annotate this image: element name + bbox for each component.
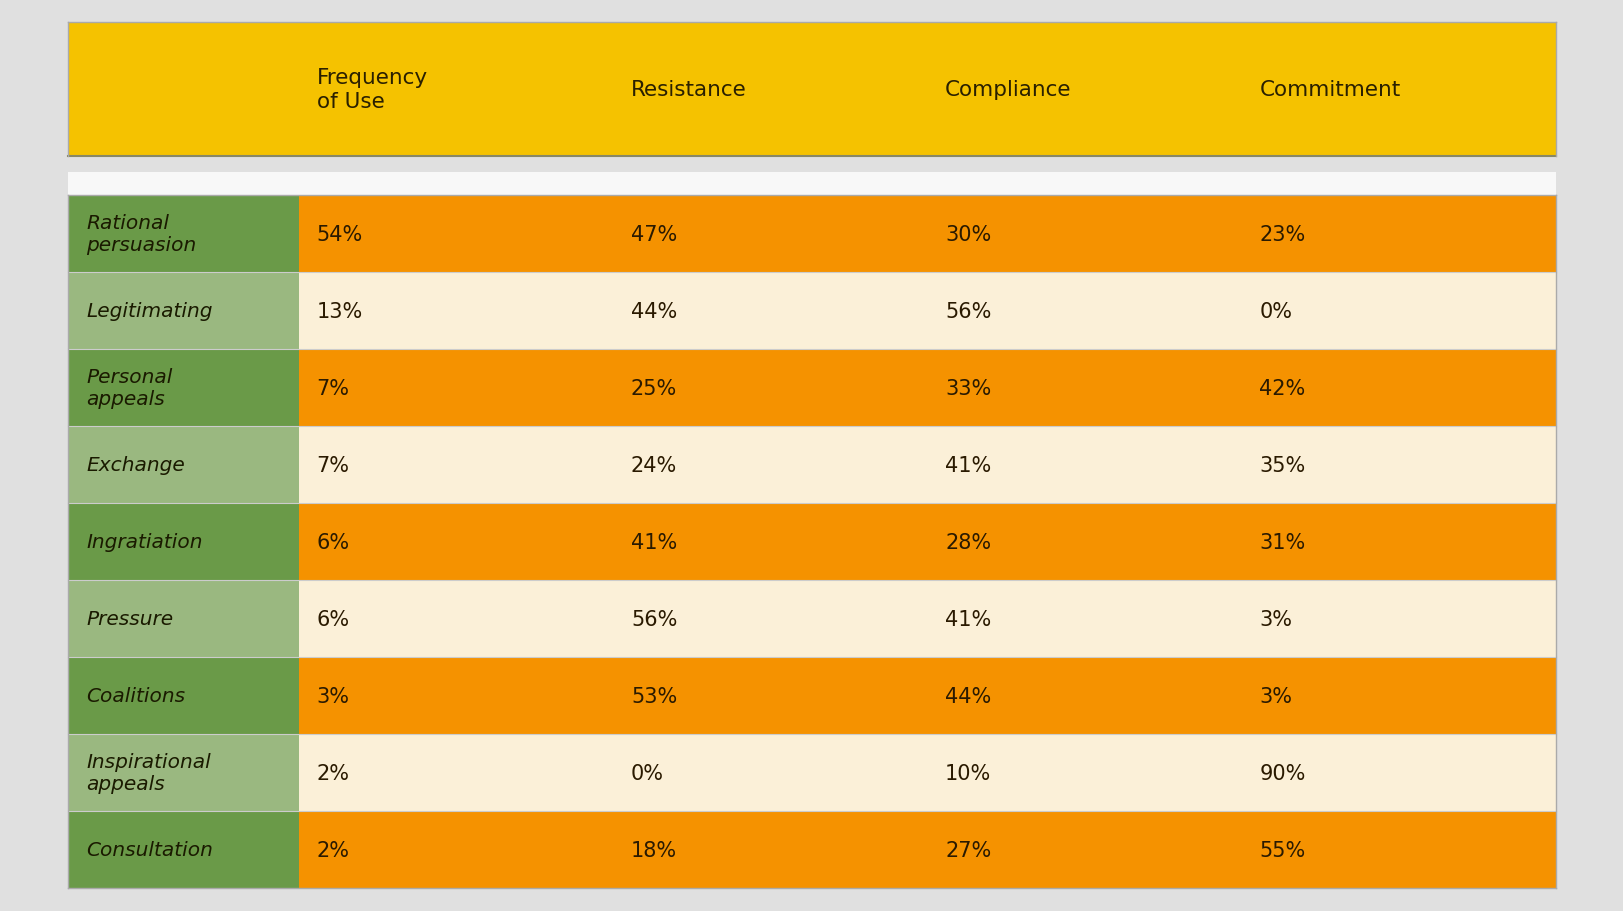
Text: 2%: 2% <box>316 840 349 860</box>
Text: 30%: 30% <box>945 224 990 244</box>
Text: 53%: 53% <box>630 686 677 706</box>
Text: 54%: 54% <box>316 224 362 244</box>
Text: 35%: 35% <box>1258 456 1305 476</box>
Text: 56%: 56% <box>945 302 992 322</box>
Text: 27%: 27% <box>945 840 990 860</box>
Text: Consultation: Consultation <box>86 840 213 859</box>
Text: 55%: 55% <box>1258 840 1305 860</box>
Text: 10%: 10% <box>945 763 990 783</box>
Bar <box>68 734 299 812</box>
Bar <box>299 812 1555 888</box>
Text: 28%: 28% <box>945 532 990 552</box>
Text: 7%: 7% <box>316 378 349 398</box>
Text: 41%: 41% <box>945 456 990 476</box>
Text: 6%: 6% <box>316 532 349 552</box>
Text: Legitimating: Legitimating <box>86 302 213 321</box>
Bar <box>68 812 299 888</box>
Text: Compliance: Compliance <box>945 80 1071 100</box>
Text: 7%: 7% <box>316 456 349 476</box>
Bar <box>299 580 1555 658</box>
Text: 25%: 25% <box>630 378 677 398</box>
Text: 23%: 23% <box>1258 224 1305 244</box>
Text: 90%: 90% <box>1258 763 1305 783</box>
Text: 31%: 31% <box>1258 532 1305 552</box>
Bar <box>299 658 1555 734</box>
Text: Rational
persuasion: Rational persuasion <box>86 214 196 255</box>
Text: Inspirational
appeals: Inspirational appeals <box>86 752 211 793</box>
Bar <box>68 426 299 504</box>
Text: 44%: 44% <box>945 686 990 706</box>
Text: 56%: 56% <box>630 609 677 629</box>
Text: 33%: 33% <box>945 378 990 398</box>
Bar <box>68 350 299 426</box>
Text: 13%: 13% <box>316 302 362 322</box>
Text: 41%: 41% <box>945 609 990 629</box>
Bar <box>68 23 1555 157</box>
Bar <box>299 504 1555 580</box>
Text: 24%: 24% <box>630 456 677 476</box>
Text: 3%: 3% <box>1258 609 1292 629</box>
Text: 0%: 0% <box>630 763 664 783</box>
Bar <box>68 272 299 350</box>
Text: 44%: 44% <box>630 302 677 322</box>
Bar <box>68 580 299 658</box>
Text: 42%: 42% <box>1258 378 1305 398</box>
Text: 2%: 2% <box>316 763 349 783</box>
Text: 18%: 18% <box>630 840 677 860</box>
Text: Resistance: Resistance <box>630 80 747 100</box>
Text: Frequency
of Use: Frequency of Use <box>316 68 427 111</box>
Text: Commitment: Commitment <box>1258 80 1399 100</box>
Text: 3%: 3% <box>316 686 349 706</box>
Bar <box>299 196 1555 272</box>
Text: 47%: 47% <box>630 224 677 244</box>
Text: Personal
appeals: Personal appeals <box>86 368 172 409</box>
Bar <box>299 734 1555 812</box>
Text: 0%: 0% <box>1258 302 1292 322</box>
Bar <box>68 504 299 580</box>
Text: 6%: 6% <box>316 609 349 629</box>
Text: Pressure: Pressure <box>86 609 174 629</box>
Bar <box>299 350 1555 426</box>
Bar <box>68 658 299 734</box>
Text: Exchange: Exchange <box>86 456 185 475</box>
Bar <box>68 196 299 272</box>
Bar <box>68 172 1555 888</box>
Bar <box>299 272 1555 350</box>
Bar <box>299 426 1555 504</box>
Text: Ingratiation: Ingratiation <box>86 533 203 551</box>
Text: Coalitions: Coalitions <box>86 686 185 705</box>
Text: 41%: 41% <box>630 532 677 552</box>
Text: 3%: 3% <box>1258 686 1292 706</box>
